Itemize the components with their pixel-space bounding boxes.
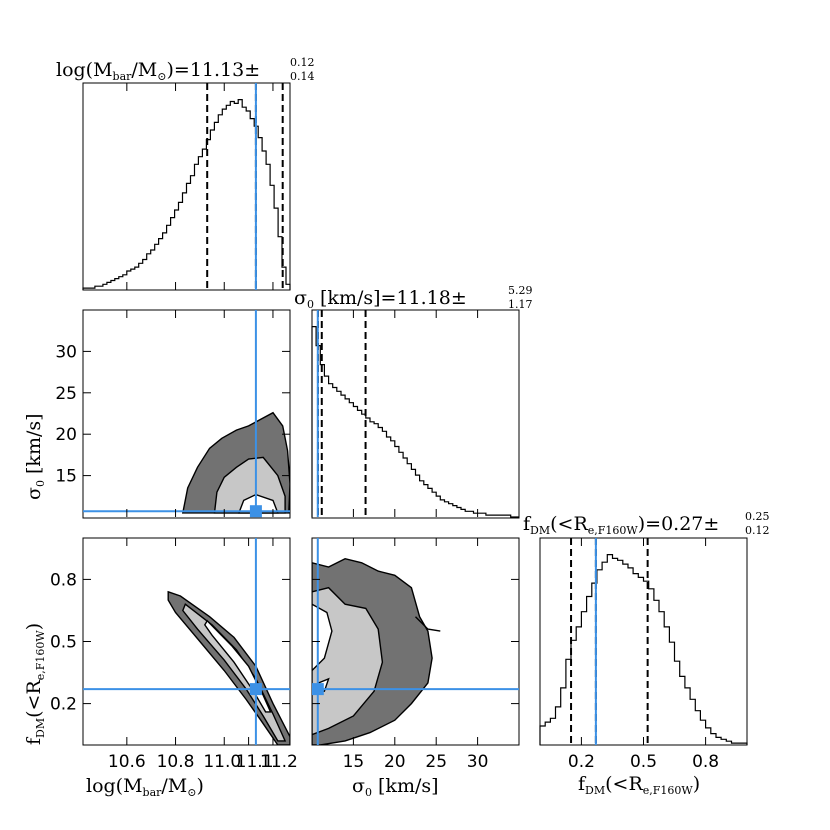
title-fDM-plus: 0.25: [745, 510, 770, 523]
title-logM-plus: 0.12: [290, 56, 315, 69]
x-axis-label-logM: log(Mbar/M⊙): [86, 775, 204, 799]
title-sigma0-plus: 5.29: [508, 284, 533, 297]
xtick-label-fDM-2: 0.8: [692, 752, 719, 772]
ytick-label-sigma0-2: 25: [55, 384, 77, 404]
xtick-label-logM-0: 10.6: [108, 752, 146, 772]
hist-sigma0: [311, 326, 519, 518]
ytick-label-sigma0-3: 30: [55, 342, 77, 362]
y-axis-label-fDM: fDM(<Re,F160W): [23, 623, 47, 745]
ytick-label-fDM-0: 0.2: [50, 695, 77, 715]
contour-sigma0-fDM-wisp: [415, 616, 441, 632]
ytick-label-sigma0-1: 20: [55, 425, 77, 445]
panel-sigma0-hist: [311, 309, 520, 519]
ticks-layer: 10.6 10.8 11.011.111.2 15 20 25 30 0.2 0.5 0.8 15 2…: [50, 83, 719, 772]
contour-logM-sigma0-core: [237, 493, 279, 514]
xtick-label-logM-1: 10.8: [157, 752, 195, 772]
xtick-label-sigma0-2: 25: [425, 752, 447, 772]
xtick-label-logM-2: 11.0: [203, 752, 241, 772]
xtick-label-sigma0-1: 20: [384, 752, 406, 772]
panel-logM-hist: [82, 82, 291, 291]
xtick-label-sigma0-3: 30: [467, 752, 489, 772]
contour-logM-fDM-inner: [182, 603, 287, 742]
x-axis-label-sigma0: σ0 [km/s]: [352, 775, 439, 799]
title-logM: log(Mbar/M⊙)=11.13±: [56, 59, 260, 83]
xtick-label-sigma0-0: 15: [343, 752, 365, 772]
title-sigma0: σ0 [km/s]=11.18±: [294, 287, 467, 311]
xtick-label-logM-3: 11.1: [236, 752, 274, 772]
contour-layer: [167, 411, 441, 745]
hist-logM: [82, 99, 291, 290]
truth-marker-logM-fDM: [249, 683, 262, 696]
ytick-label-sigma0-0: 15: [55, 467, 77, 487]
xtick-label-fDM-1: 0.5: [630, 752, 657, 772]
y-axis-label-sigma0: σ0 [km/s]: [23, 413, 47, 500]
contour-logM-fDM-core: [203, 619, 272, 713]
xtick-label-fDM-0: 0.2: [568, 752, 595, 772]
ytick-label-fDM-2: 0.8: [50, 570, 77, 590]
xtick-label-logM-4: 11.2: [260, 752, 298, 772]
x-axis-label-fDM: fDM(<Re,F160W): [578, 773, 700, 797]
truth-marker-logM-sigma0: [249, 505, 262, 518]
panel-sigma0-vs-logM: [82, 309, 291, 519]
truth-marker-sigma0-fDM: [312, 683, 324, 696]
ytick-label-fDM-1: 0.5: [50, 633, 77, 653]
title-fDM-minus: 0.12: [745, 524, 770, 537]
title-logM-minus: 0.14: [290, 70, 315, 83]
title-sigma0-minus: 1.17: [508, 298, 533, 311]
title-fDM: fDM(<Re,F160W)=0.27±: [523, 513, 719, 537]
